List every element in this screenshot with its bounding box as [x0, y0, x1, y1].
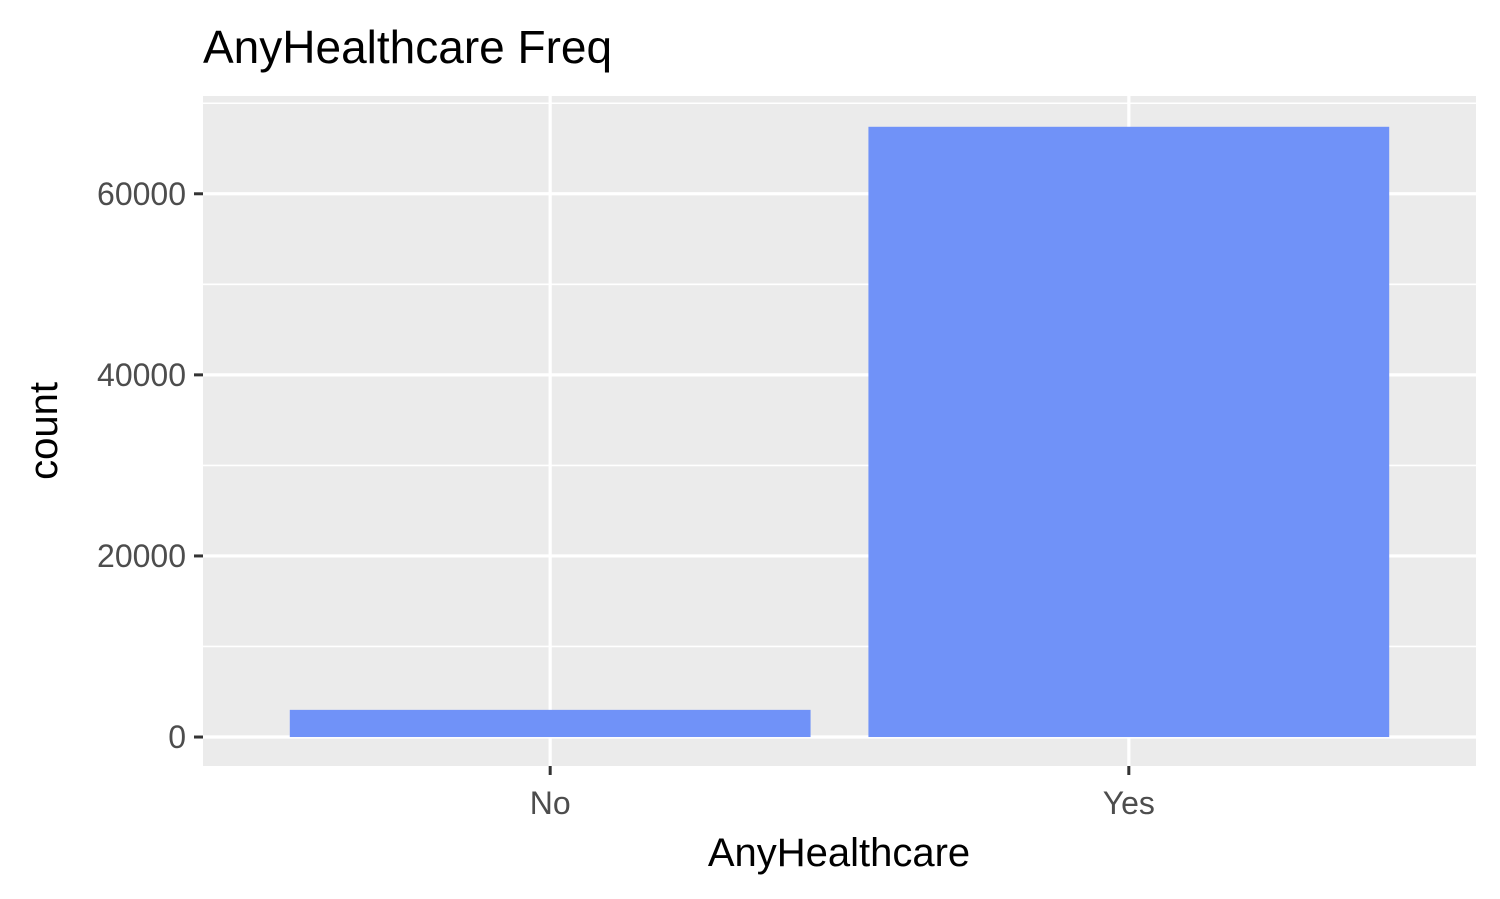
chart-title: AnyHealthcare Freq: [203, 21, 612, 73]
bars: [289, 126, 1390, 738]
x-tick-label: No: [530, 785, 571, 821]
x-tick-label: Yes: [1103, 785, 1155, 821]
y-tick-label: 60000: [97, 176, 186, 212]
x-axis-title: AnyHealthcare: [708, 831, 970, 875]
y-tick-label: 20000: [97, 538, 186, 574]
y-axis-title: count: [22, 382, 66, 480]
bar-yes: [868, 126, 1390, 738]
bar-no: [289, 709, 811, 738]
x-axis: No Yes: [530, 766, 1155, 821]
y-tick-label: 40000: [97, 357, 186, 393]
y-axis: 0 20000 40000 60000: [97, 176, 203, 755]
y-tick-label: 0: [168, 719, 186, 755]
